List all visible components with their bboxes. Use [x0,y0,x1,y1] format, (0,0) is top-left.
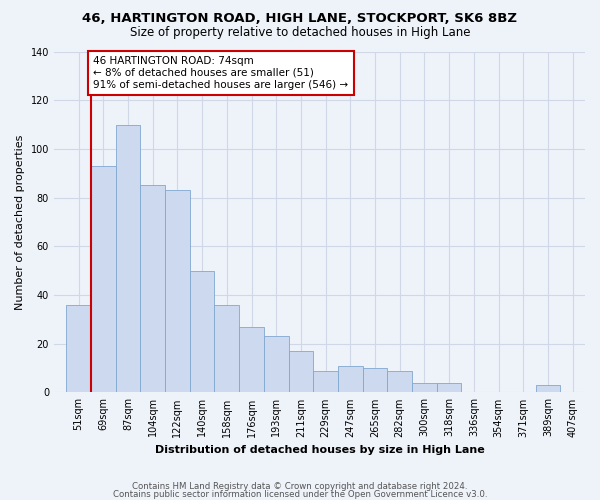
Bar [264,336,289,392]
Bar [536,385,560,392]
Text: 46 HARTINGTON ROAD: 74sqm
← 8% of detached houses are smaller (51)
91% of semi-d: 46 HARTINGTON ROAD: 74sqm ← 8% of detach… [94,56,349,90]
Bar [362,368,388,392]
Bar [338,366,362,392]
Text: Contains public sector information licensed under the Open Government Licence v3: Contains public sector information licen… [113,490,487,499]
Bar [116,124,140,392]
Bar [313,370,338,392]
Bar [66,305,91,392]
Text: 46, HARTINGTON ROAD, HIGH LANE, STOCKPORT, SK6 8BZ: 46, HARTINGTON ROAD, HIGH LANE, STOCKPOR… [83,12,517,26]
Y-axis label: Number of detached properties: Number of detached properties [15,134,25,310]
Bar [412,382,437,392]
Bar [214,305,239,392]
Text: Contains HM Land Registry data © Crown copyright and database right 2024.: Contains HM Land Registry data © Crown c… [132,482,468,491]
Bar [289,351,313,393]
Bar [388,370,412,392]
Text: Size of property relative to detached houses in High Lane: Size of property relative to detached ho… [130,26,470,39]
Bar [437,382,461,392]
Bar [91,166,116,392]
Bar [140,186,165,392]
Bar [239,326,264,392]
Bar [165,190,190,392]
Bar [190,270,214,392]
X-axis label: Distribution of detached houses by size in High Lane: Distribution of detached houses by size … [155,445,484,455]
